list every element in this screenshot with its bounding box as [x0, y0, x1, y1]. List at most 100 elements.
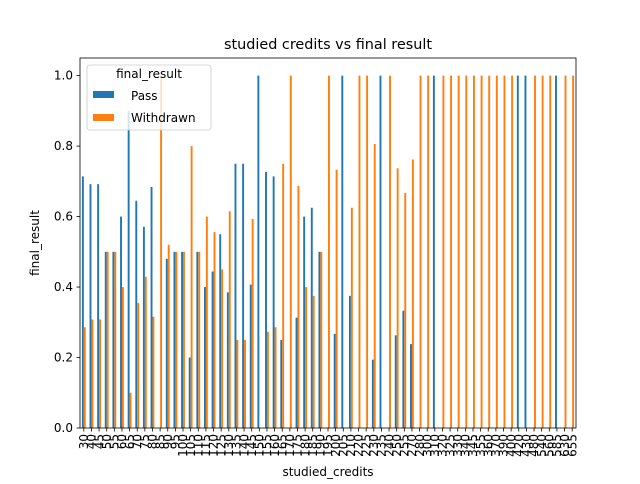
- bar-pass-205: [341, 75, 344, 429]
- bar-pass-200: [333, 333, 336, 428]
- bar-pass-155: [265, 171, 267, 428]
- bar-pass-165: [280, 339, 283, 428]
- plot-frame: [79, 57, 577, 429]
- bar-withdrawn-75: [144, 276, 147, 428]
- bar-withdrawn-170: [289, 75, 292, 429]
- bar-withdrawn-250: [396, 168, 399, 429]
- x-tick-label: 190: [314, 434, 328, 457]
- x-tick-label: 210: [344, 434, 358, 457]
- bar-pass-110: [196, 251, 199, 428]
- bar-pass-310: [432, 75, 435, 429]
- x-tick-label: 100: [176, 434, 190, 457]
- bar-withdrawn-85: [160, 75, 163, 429]
- legend-swatch-pass: [93, 91, 114, 98]
- x-axis-label: studied_credits: [282, 465, 373, 479]
- bar-pass-160: [272, 176, 275, 428]
- legend-label-withdrawn: Withdrawn: [131, 111, 196, 125]
- bar-pass-235: [379, 75, 382, 429]
- bar-withdrawn-320: [442, 75, 445, 429]
- bar-pass-210: [348, 295, 351, 428]
- bar-withdrawn-105: [190, 146, 193, 428]
- x-tick-label: 155: [260, 434, 274, 457]
- bar-withdrawn-95: [175, 251, 178, 428]
- bar-pass-185: [310, 207, 313, 428]
- bar-pass-120: [211, 271, 214, 428]
- bar-withdrawn-120: [213, 232, 216, 428]
- x-tick-label: 225: [359, 434, 373, 457]
- x-tick-label: 320: [436, 434, 450, 457]
- x-tick-label: 60: [115, 434, 129, 449]
- bar-withdrawn-540: [541, 75, 544, 429]
- bar-withdrawn-70: [137, 302, 140, 428]
- x-tick-label: 360: [481, 434, 495, 457]
- bar-pass-180: [303, 216, 306, 428]
- x-tick-label: 330: [451, 434, 465, 457]
- x-tick-label: 300: [420, 434, 434, 457]
- x-tick-label: 345: [466, 434, 480, 457]
- legend-label-pass: Pass: [131, 89, 158, 103]
- bar-withdrawn-100: [183, 251, 185, 428]
- bar-withdrawn-630: [564, 75, 567, 429]
- x-tick-label: 180: [298, 434, 312, 457]
- bar-withdrawn-135: [236, 339, 239, 428]
- bar-withdrawn-125: [221, 269, 224, 428]
- x-tick-label: 280: [413, 434, 427, 457]
- chart-title: studied credits vs final result: [224, 37, 432, 53]
- y-tick-label: 0.8: [54, 139, 73, 153]
- x-tick-label: 120: [207, 434, 221, 457]
- bar-withdrawn-145: [251, 219, 254, 428]
- bar-withdrawn-165: [282, 163, 285, 428]
- x-tick-label: 195: [321, 434, 335, 457]
- x-tick-label: 230: [367, 434, 381, 457]
- x-tick-label: 105: [184, 434, 198, 457]
- bar-withdrawn-55: [114, 251, 117, 428]
- bar-withdrawn-300: [427, 75, 430, 429]
- y-tick-label: 0.2: [54, 351, 73, 365]
- x-tick-label: 560: [542, 434, 556, 457]
- bar-withdrawn-160: [274, 327, 277, 428]
- bar-pass-65: [127, 110, 130, 429]
- bar-withdrawn-370: [495, 75, 498, 429]
- x-tick-label: 165: [275, 434, 289, 457]
- bar-withdrawn-190: [320, 251, 323, 428]
- bar-withdrawn-225: [366, 75, 369, 429]
- x-tick-label: 240: [382, 434, 396, 457]
- bar-withdrawn-115: [205, 216, 208, 428]
- bar-pass-105: [188, 357, 191, 428]
- bar-withdrawn-155: [266, 331, 269, 428]
- bar-withdrawn-60: [121, 287, 124, 428]
- x-tick-label: 30: [77, 434, 91, 449]
- x-tick-label: 585: [550, 434, 564, 457]
- bar-withdrawn-40: [91, 319, 94, 428]
- x-tick-label: 200: [329, 434, 343, 457]
- x-tick-label: 115: [199, 434, 213, 457]
- x-tick-label: 160: [268, 434, 282, 457]
- x-tick-label: 145: [245, 434, 259, 457]
- x-tick-label: 185: [306, 434, 320, 457]
- x-tick-label: 325: [443, 434, 457, 457]
- y-tick-label: 0.6: [54, 210, 73, 224]
- bar-pass-115: [204, 287, 206, 428]
- x-tick-label: 140: [237, 434, 251, 457]
- legend-box: [86, 64, 212, 131]
- x-tick-label: 655: [565, 434, 579, 457]
- bar-withdrawn-50: [106, 251, 109, 428]
- bar-pass-140: [242, 163, 245, 428]
- x-tick-label: 40: [85, 434, 99, 449]
- bar-pass-80: [150, 186, 153, 428]
- x-tick-label: 390: [497, 434, 511, 457]
- bar-withdrawn-560: [549, 75, 552, 429]
- bar-pass-175: [295, 317, 298, 428]
- bar-withdrawn-390: [503, 75, 506, 429]
- bar-pass-125: [219, 234, 222, 428]
- bar-withdrawn-30: [83, 327, 86, 428]
- bar-pass-430: [524, 75, 527, 429]
- bar-withdrawn-80: [152, 316, 155, 428]
- x-tick-label: 175: [291, 434, 305, 457]
- bar-withdrawn-200: [335, 169, 338, 428]
- x-tick-label: 630: [558, 434, 572, 457]
- bar-withdrawn-270: [411, 159, 414, 429]
- x-tick-label: 420: [512, 434, 526, 457]
- bar-withdrawn-45: [99, 319, 101, 428]
- x-tick-label: 250: [390, 434, 404, 457]
